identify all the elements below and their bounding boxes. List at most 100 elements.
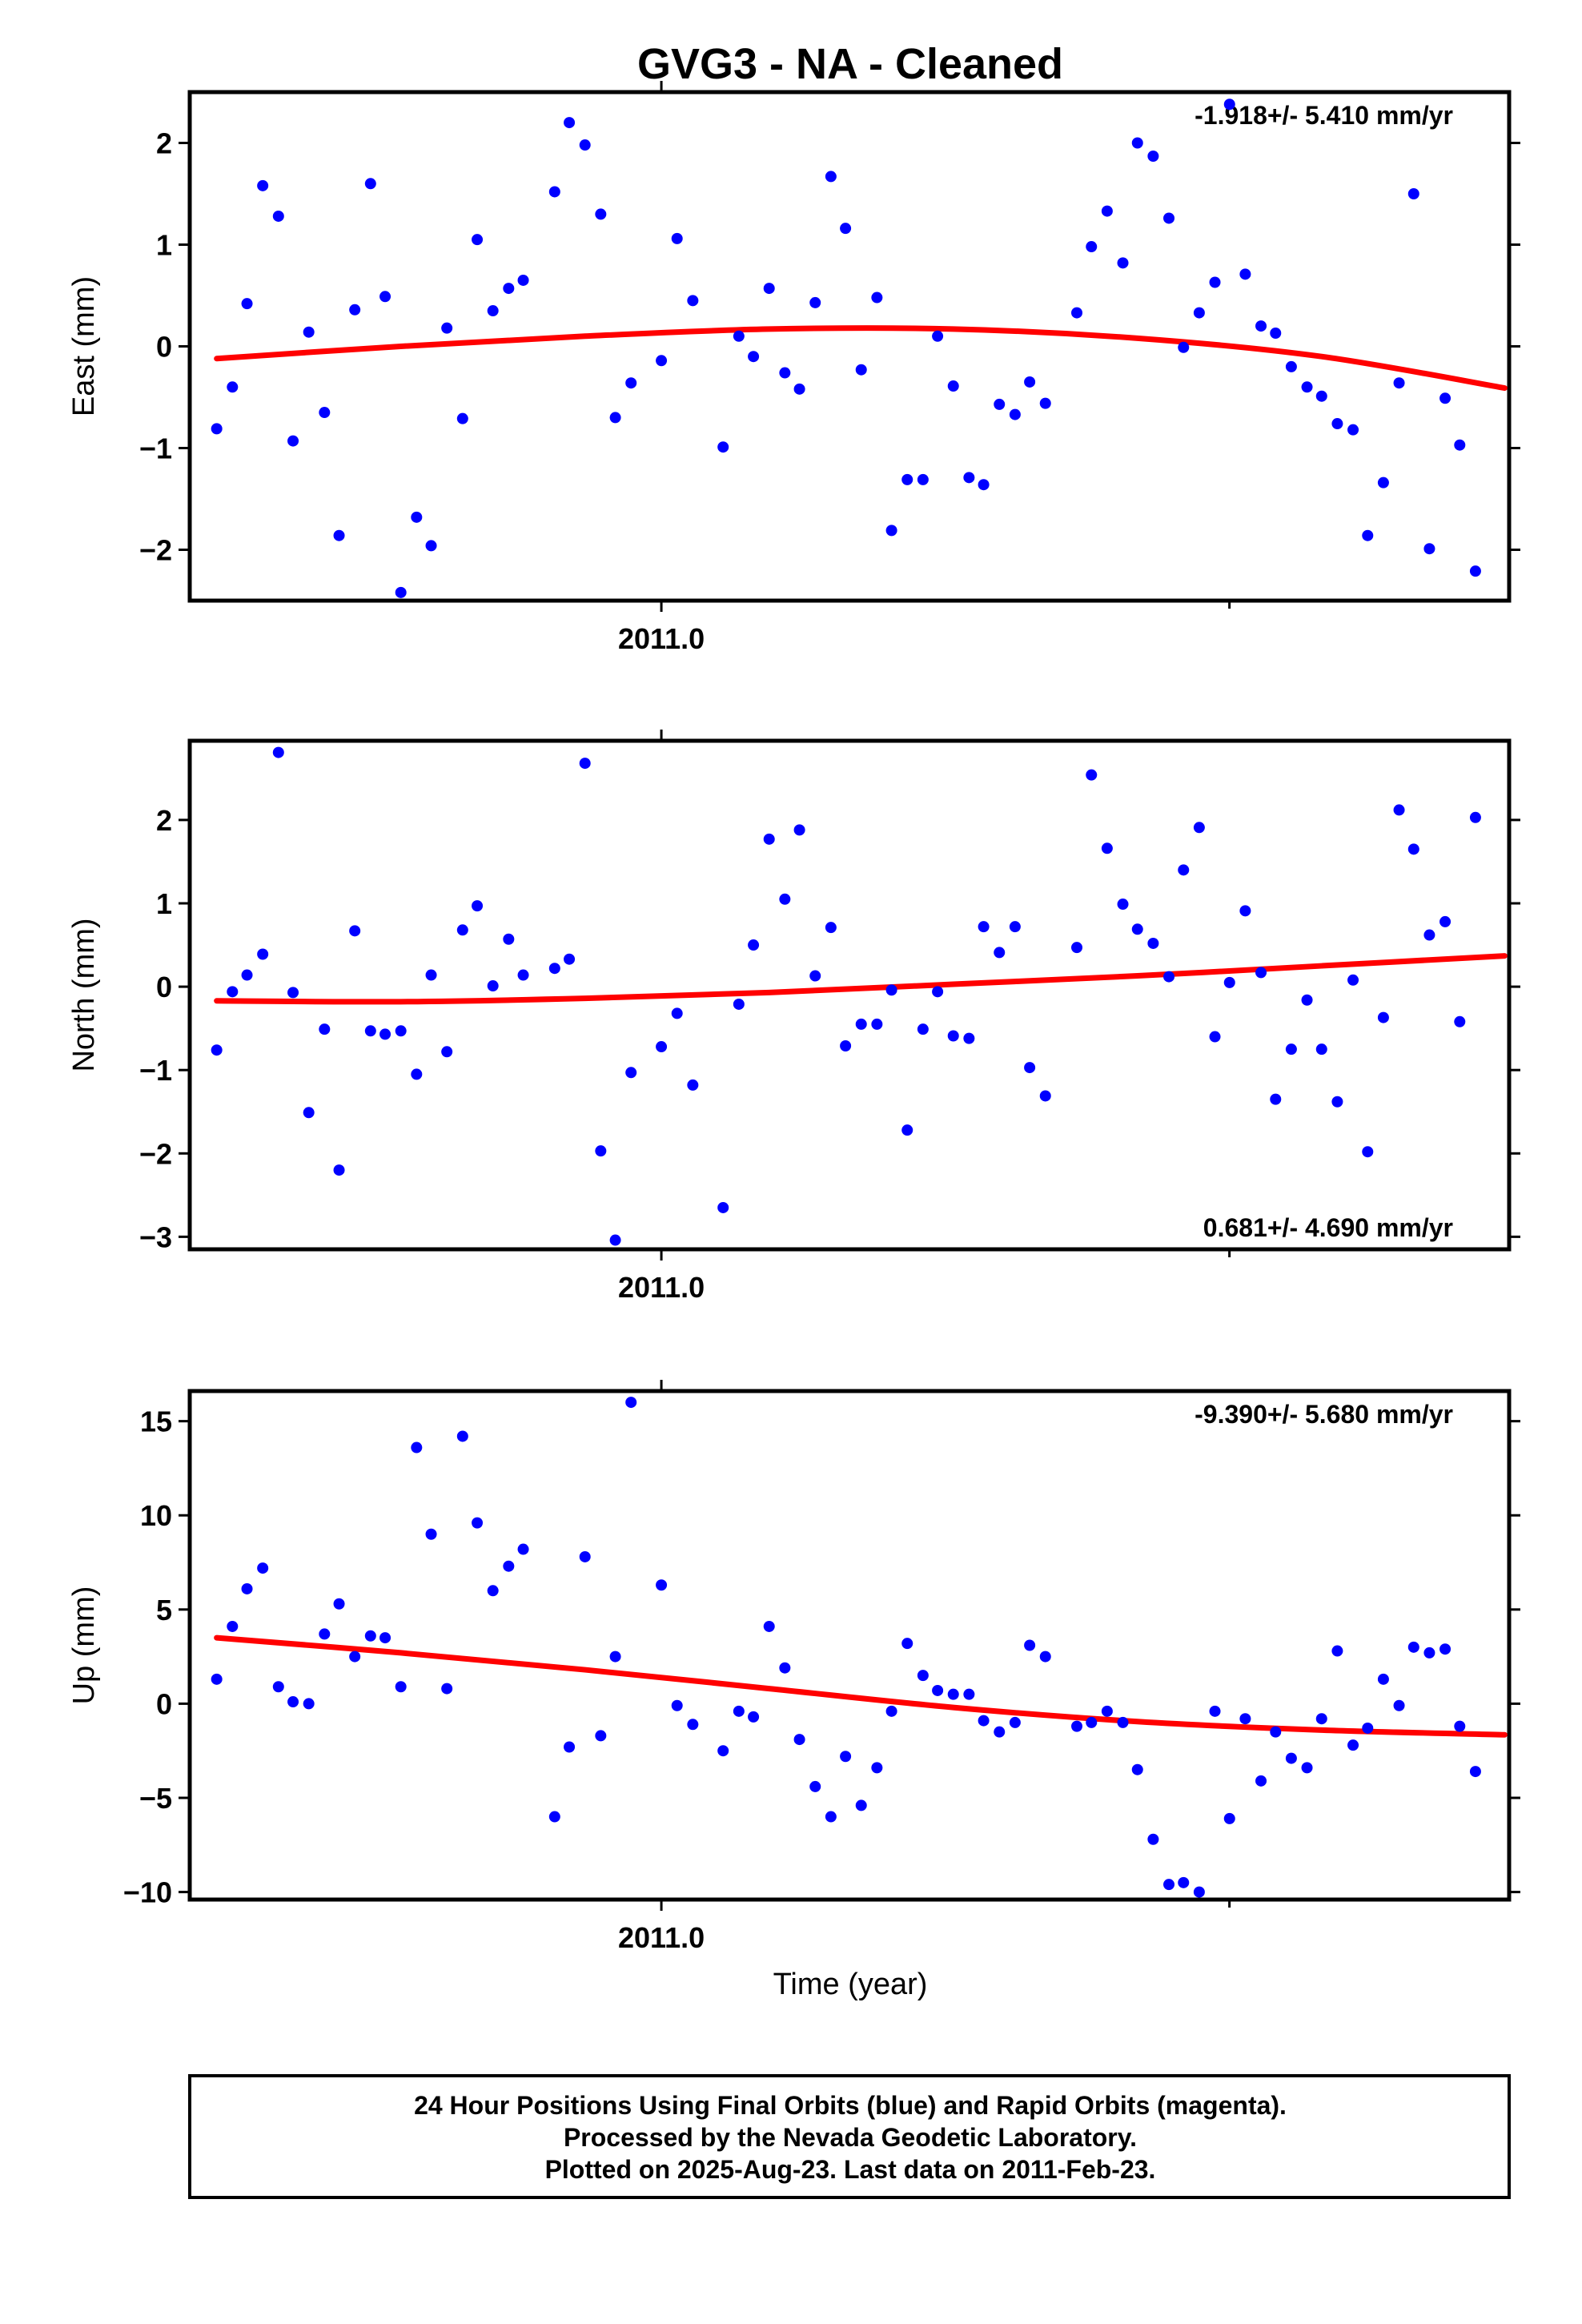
north-data-point <box>595 1145 607 1157</box>
up-data-point <box>287 1696 299 1708</box>
north-data-point <box>1315 1043 1327 1055</box>
east-data-point <box>364 178 376 190</box>
north-data-point <box>1178 864 1190 876</box>
up-data-point <box>978 1715 990 1727</box>
up-data-point <box>855 1799 867 1811</box>
east-data-point <box>609 412 621 424</box>
panel-up: 2011.0 15 10 5 0 −5 −10 Up (mm) -9.390+/- 5.680 … <box>67 1380 1520 1954</box>
up-data-point <box>1423 1647 1435 1659</box>
up-data-point <box>825 1811 837 1823</box>
east-data-point <box>456 412 468 424</box>
east-data-point <box>1131 137 1143 149</box>
east-y-tick-label: 2 <box>156 127 172 160</box>
east-data-point <box>748 351 760 363</box>
east-data-point <box>1347 424 1359 436</box>
north-rate-label: 0.681+/- 4.690 mm/yr <box>1203 1213 1453 1242</box>
north-data-point <box>656 1041 668 1053</box>
east-data-point <box>1209 276 1221 288</box>
north-data-point <box>609 1234 621 1246</box>
east-data-point <box>825 171 837 183</box>
north-data-point <box>333 1164 345 1176</box>
north-data-point <box>917 1023 929 1035</box>
east-data-point <box>411 511 423 523</box>
east-data-point <box>1223 99 1235 111</box>
up-data-point <box>579 1550 591 1562</box>
up-data-point <box>395 1681 407 1693</box>
up-y-tick-label: 0 <box>156 1687 172 1720</box>
east-data-point <box>319 407 331 419</box>
up-data-point <box>656 1579 668 1591</box>
east-data-point <box>1439 392 1452 404</box>
east-data-point <box>1178 341 1190 353</box>
up-rate-label: -9.390+/- 5.680 mm/yr <box>1195 1400 1453 1429</box>
up-data-point <box>733 1705 745 1717</box>
east-rate-label: -1.918+/- 5.410 mm/yr <box>1195 101 1453 130</box>
north-data-point <box>1347 974 1359 986</box>
north-data-point <box>579 758 591 770</box>
up-data-point <box>1223 1812 1235 1824</box>
east-y-tick-label: −1 <box>139 432 172 465</box>
east-y-tick-label: −2 <box>139 534 172 567</box>
east-data-point <box>517 274 529 286</box>
north-data-point <box>1362 1146 1374 1158</box>
east-data-point <box>994 398 1006 410</box>
east-data-point <box>717 441 729 453</box>
east-data-point <box>885 525 897 537</box>
east-data-point <box>1393 377 1405 389</box>
north-data-point <box>1255 967 1267 979</box>
east-y-tick-label: 0 <box>156 331 172 364</box>
up-plot-frame <box>187 1389 1512 1902</box>
footer-line-2: Processed by the Nevada Geodetic Laborat… <box>564 2123 1137 2152</box>
up-data-point <box>687 1719 699 1731</box>
north-data-point <box>1147 937 1159 949</box>
east-data-point <box>1009 408 1021 420</box>
up-y-tick-label: 15 <box>140 1405 172 1438</box>
east-y-tick-label: 1 <box>156 229 172 262</box>
north-y-tick-label: 0 <box>156 971 172 1003</box>
up-data-point <box>1193 1886 1205 1898</box>
up-data-point <box>1377 1673 1389 1685</box>
north-data-point <box>871 1018 883 1030</box>
north-data-point <box>1223 976 1235 988</box>
up-trend-line <box>214 1634 1508 1738</box>
up-data-point <box>1101 1705 1113 1717</box>
north-data-point <box>517 969 529 981</box>
north-data-point <box>364 1025 376 1037</box>
up-data-point <box>963 1688 975 1700</box>
footer-line-3: Plotted on 2025-Aug-23. Last data on 201… <box>545 2155 1156 2184</box>
north-data-point <box>717 1201 729 1213</box>
up-data-point <box>1469 1766 1481 1778</box>
up-data-point <box>1439 1643 1452 1655</box>
north-data-point <box>1301 994 1313 1006</box>
north-y-tick-label: −3 <box>139 1220 172 1253</box>
up-data-point <box>241 1582 253 1594</box>
north-data-point <box>456 924 468 936</box>
up-data-point <box>564 1741 576 1753</box>
east-data-point <box>947 380 959 392</box>
north-data-point <box>319 1023 331 1035</box>
north-data-point <box>763 833 775 845</box>
north-data-point <box>257 948 269 960</box>
east-data-point <box>763 283 775 295</box>
north-y-tick-label: 2 <box>156 804 172 837</box>
up-data-point <box>1347 1739 1359 1751</box>
up-data-point <box>1086 1716 1098 1728</box>
east-data-point <box>793 383 805 395</box>
east-data-point <box>1301 381 1313 393</box>
up-data-point <box>901 1638 913 1650</box>
east-data-point <box>1024 376 1036 388</box>
up-data-point <box>441 1683 453 1695</box>
up-data-point <box>227 1620 239 1632</box>
north-data-point <box>487 980 499 992</box>
north-data-point <box>564 953 576 965</box>
north-data-point <box>379 1028 391 1040</box>
east-data-point <box>1239 268 1251 280</box>
east-data-point <box>1255 320 1267 332</box>
north-data-point <box>733 998 745 1010</box>
east-data-point <box>303 326 315 338</box>
up-data-point <box>1163 1879 1175 1891</box>
up-data-point <box>595 1730 607 1742</box>
up-data-point <box>1239 1713 1251 1725</box>
up-data-point <box>625 1397 637 1409</box>
